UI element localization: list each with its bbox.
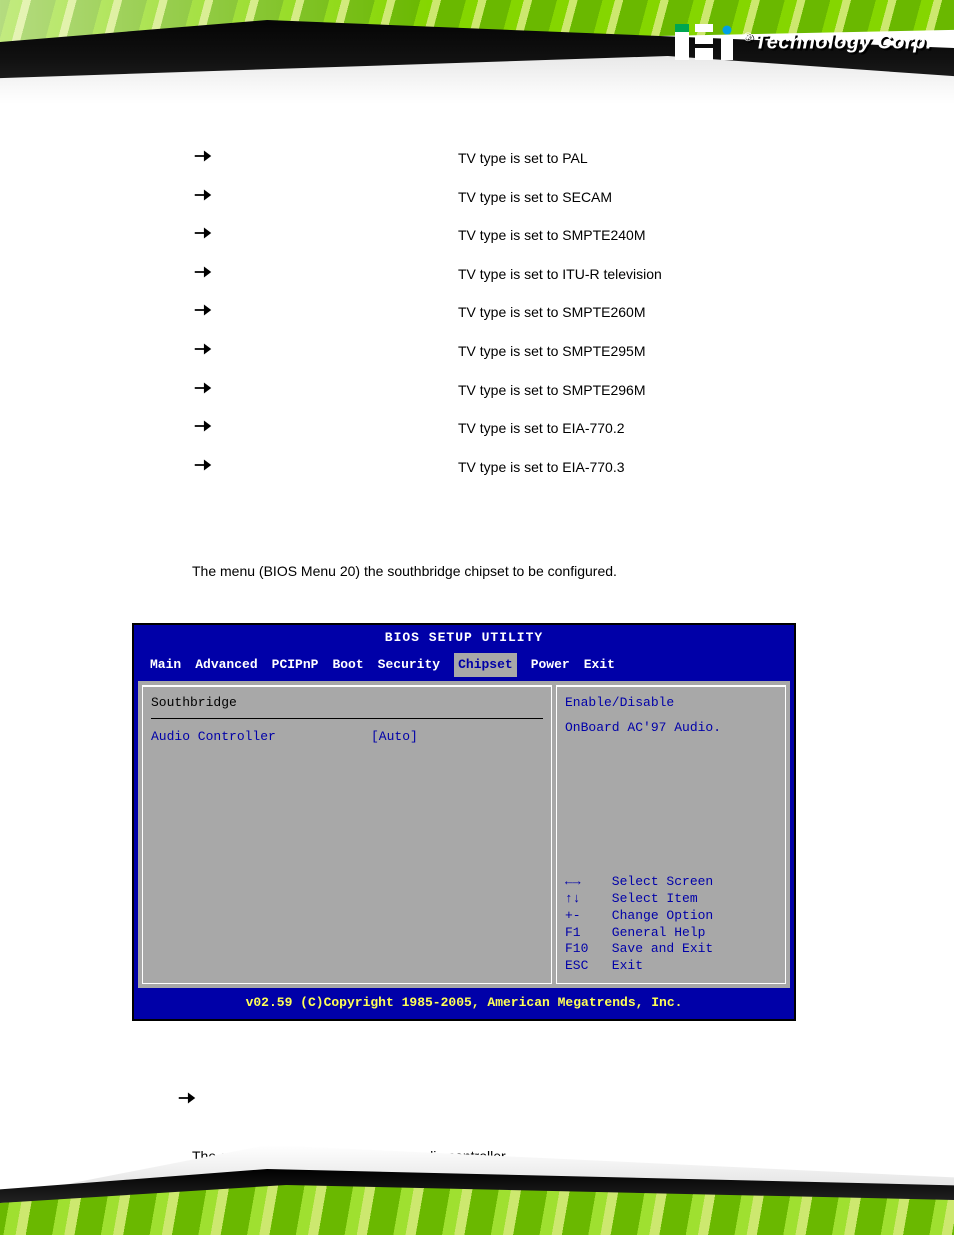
tv-type-row: TV type is set to PAL xyxy=(192,141,852,180)
tv-type-desc: TV type is set to SMPTE240M xyxy=(458,222,852,249)
bios-tab: Exit xyxy=(584,653,615,678)
tv-type-row: TV type is set to SMPTE296M xyxy=(192,373,852,412)
bios-help-text: Enable/Disable OnBoard AC'97 Audio. xyxy=(565,691,777,740)
page-content: TV type is set to PAL TV type is set to S… xyxy=(0,105,954,1170)
audio-arrow-row xyxy=(176,1085,852,1117)
arrow-right-icon xyxy=(176,1087,198,1109)
tv-type-row: TV type is set to SMPTE240M xyxy=(192,218,852,257)
bios-tab: Advanced xyxy=(195,653,257,678)
tv-type-desc: TV type is set to SMPTE295M xyxy=(458,338,852,365)
arrow-right-icon xyxy=(192,145,214,167)
bios-option-label: Audio Controller xyxy=(151,725,371,750)
tv-type-desc: TV type is set to ITU-R television xyxy=(458,261,852,288)
bios-tab: PCIPnP xyxy=(272,653,319,678)
arrow-right-icon xyxy=(192,454,214,476)
arrow-right-icon xyxy=(192,377,214,399)
arrow-right-icon xyxy=(192,338,214,360)
bios-body: Southbridge Audio Controller[Auto] Enabl… xyxy=(138,681,790,988)
tv-type-row: TV type is set to EIA-770.3 xyxy=(192,450,852,489)
southbridge-paragraph: The menu (BIOS Menu 20) the southbridge … xyxy=(192,558,852,585)
iei-logo-icon xyxy=(675,24,733,60)
bottom-banner xyxy=(0,1145,954,1235)
arrow-right-icon xyxy=(192,261,214,283)
bios-option-value: [Auto] xyxy=(371,725,418,750)
para-pre: The xyxy=(192,563,220,579)
registered-mark: ® xyxy=(743,30,752,44)
tv-type-desc: TV type is set to PAL xyxy=(458,145,852,172)
bios-tab: Boot xyxy=(332,653,363,678)
tv-type-row: TV type is set to SMPTE260M xyxy=(192,295,852,334)
tv-type-desc: TV type is set to EIA-770.2 xyxy=(458,415,852,442)
brand-logo-block: ®Technology Corp. xyxy=(675,24,932,60)
bios-right-panel: Enable/Disable OnBoard AC'97 Audio. ←→ S… xyxy=(556,685,786,984)
arrow-right-icon xyxy=(192,184,214,206)
tv-type-desc: TV type is set to EIA-770.3 xyxy=(458,454,852,481)
bios-tab: Power xyxy=(531,653,570,678)
tv-type-list: TV type is set to PAL TV type is set to S… xyxy=(192,141,852,488)
tv-type-desc: TV type is set to SECAM xyxy=(458,184,852,211)
tv-type-row: TV type is set to SECAM xyxy=(192,180,852,219)
bios-tab-bar: Main Advanced PCIPnP Boot Security Chipset Pow… xyxy=(134,651,794,682)
tv-type-desc: TV type is set to SMPTE296M xyxy=(458,377,852,404)
bios-left-header: Southbridge xyxy=(151,691,543,716)
top-banner: ®Technology Corp. xyxy=(0,0,954,105)
arrow-right-icon xyxy=(192,299,214,321)
bios-tab: Main xyxy=(150,653,181,678)
bios-title: BIOS SETUP UTILITY xyxy=(134,625,794,651)
bios-option-row: Audio Controller[Auto] xyxy=(151,725,543,750)
tv-type-row: TV type is set to SMPTE295M xyxy=(192,334,852,373)
tv-type-desc: TV type is set to SMPTE260M xyxy=(458,299,852,326)
brand-text: ®Technology Corp. xyxy=(743,30,932,55)
bios-left-divider xyxy=(151,718,543,719)
para-post: menu (BIOS Menu 20) the southbridge chip… xyxy=(220,563,617,579)
bios-tab: Security xyxy=(378,653,440,678)
tv-type-row: TV type is set to ITU-R television xyxy=(192,257,852,296)
arrow-right-icon xyxy=(192,415,214,437)
bios-left-panel: Southbridge Audio Controller[Auto] xyxy=(142,685,552,984)
bios-footer: v02.59 (C)Copyright 1985-2005, American … xyxy=(134,990,794,1019)
brand-name: Technology Corp. xyxy=(755,31,932,53)
bios-tab: Chipset xyxy=(454,653,517,678)
bios-key-hints: ←→ Select Screen ↑↓ Select Item +- Chang… xyxy=(565,874,777,975)
bios-left-rows: Audio Controller[Auto] xyxy=(151,725,543,750)
bios-screenshot: BIOS SETUP UTILITY Main Advanced PCIPnP Boo… xyxy=(132,623,796,1021)
arrow-right-icon xyxy=(192,222,214,244)
tv-type-row: TV type is set to EIA-770.2 xyxy=(192,411,852,450)
